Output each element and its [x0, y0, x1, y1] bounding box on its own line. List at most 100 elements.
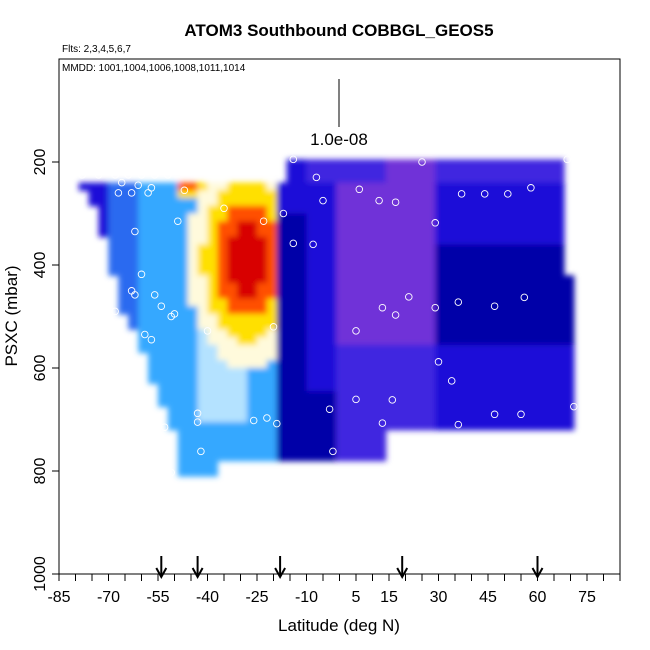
heatmap-cell [167, 205, 179, 215]
heatmap-cell [326, 267, 337, 276]
observation-point [203, 327, 212, 335]
heatmap-cell [425, 236, 436, 245]
heatmap-cell [504, 182, 515, 191]
heatmap-cell [306, 198, 317, 207]
heatmap-cell [494, 375, 506, 384]
heatmap-cell [554, 321, 565, 330]
heatmap-cell [435, 182, 446, 191]
heatmap-cell [306, 453, 317, 462]
heatmap-cell [237, 205, 248, 215]
x-tick-label: 30 [430, 589, 448, 606]
heatmap-cell [247, 267, 258, 276]
heatmap-cell [296, 313, 308, 323]
heatmap-cell [326, 422, 337, 431]
heatmap-cell [128, 298, 139, 307]
heatmap-cell [207, 422, 218, 431]
observation-point [517, 410, 525, 419]
heatmap-cell [138, 190, 149, 199]
observation-point [164, 171, 172, 179]
heatmap-cell [306, 344, 317, 354]
heatmap-cell [524, 360, 535, 369]
heatmap-cell [128, 267, 139, 276]
heatmap-cell [494, 182, 506, 191]
heatmap-cell [336, 344, 347, 354]
heatmap-cell [326, 445, 337, 454]
heatmap-cell [504, 167, 515, 176]
x-tick-label: -10 [295, 589, 318, 606]
heatmap-cell [346, 313, 357, 323]
heatmap-cell [296, 167, 308, 176]
heatmap-cell [197, 267, 209, 276]
heatmap-cell [266, 190, 278, 199]
heatmap-cell [98, 182, 110, 191]
heatmap-cell [217, 198, 228, 207]
y-axis-label: PSXC (mbar) [2, 265, 21, 366]
heatmap-cell [266, 429, 278, 439]
heatmap-cell [207, 445, 218, 454]
heatmap-cell [375, 445, 387, 454]
heatmap-cell [316, 429, 327, 439]
heatmap-cell [504, 321, 515, 330]
heatmap-cell [534, 360, 545, 369]
heatmap-cell [494, 422, 506, 431]
heatmap-cell [257, 360, 268, 369]
heatmap-cell [158, 337, 169, 346]
y-tick-label: 800 [32, 458, 49, 485]
heatmap-cell [118, 244, 129, 253]
heatmap-cell [336, 229, 347, 238]
heatmap-cell [405, 391, 416, 400]
heatmap-cell [187, 321, 199, 330]
heatmap-cell [326, 198, 337, 207]
heatmap-cell [326, 344, 337, 354]
heatmap-cell [464, 298, 476, 307]
observation-point [174, 217, 182, 225]
heatmap-cell [445, 375, 456, 384]
heatmap-cell [286, 252, 298, 261]
heatmap-cell [554, 283, 565, 292]
heatmap-cell [326, 453, 337, 462]
observation-point [289, 239, 298, 248]
heatmap-cell [484, 344, 496, 354]
heatmap-cell [405, 236, 416, 245]
heatmap-cell [118, 267, 129, 276]
heatmap-cell [237, 267, 248, 276]
heatmap-cell [514, 321, 525, 330]
heatmap-cell [455, 205, 466, 215]
heatmap-cell [415, 368, 426, 377]
heatmap-cell [227, 329, 238, 338]
heatmap-cell [108, 259, 119, 269]
heatmap-cell [534, 329, 545, 338]
heatmap-cell [276, 298, 288, 307]
observation-point [329, 447, 337, 456]
heatmap-cell [207, 352, 218, 361]
heatmap-cell [286, 182, 298, 191]
heatmap-cell [524, 167, 535, 176]
heatmap-cell [276, 406, 288, 415]
heatmap-cell [356, 368, 367, 377]
heatmap-cell [187, 368, 199, 377]
heatmap-cell [286, 337, 298, 346]
heatmap-cell [138, 344, 149, 354]
heatmap-cell [504, 236, 515, 245]
heatmap-cell [445, 368, 456, 377]
heatmap-cell [118, 221, 129, 230]
heatmap-cell [464, 290, 476, 300]
heatmap-cell [257, 190, 268, 199]
heatmap-cell [395, 375, 407, 384]
heatmap-cell [356, 205, 367, 215]
heatmap-cell [138, 252, 149, 261]
observation-point [378, 419, 387, 427]
observation-point [180, 186, 189, 195]
observation-point [117, 377, 126, 385]
heatmap-cell [187, 329, 199, 338]
heatmap-cell [227, 290, 238, 300]
heatmap-cell [435, 236, 446, 245]
heatmap-cell [217, 283, 228, 292]
heatmap-cell [167, 398, 179, 408]
heatmap-cell [247, 313, 258, 323]
heatmap-cell [435, 259, 446, 269]
heatmap-cell [296, 182, 308, 191]
heatmap-cell [247, 352, 258, 361]
heatmap-cell [286, 429, 298, 439]
heatmap-cell [247, 213, 258, 222]
